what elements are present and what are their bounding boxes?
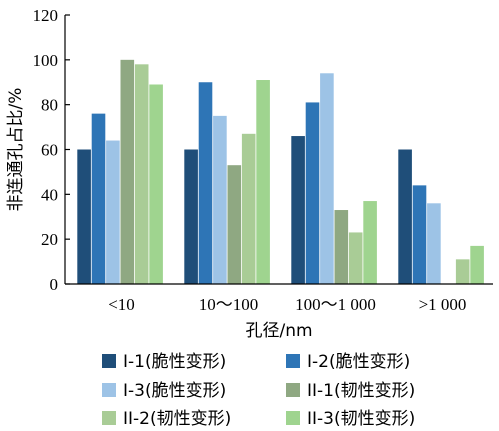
legend-swatch [102, 383, 116, 397]
legend-label: I-3(脆性变形) [123, 381, 226, 401]
y-axis-title: 非连通孔占比/% [6, 88, 26, 212]
bars-group [77, 59, 484, 285]
bar [227, 165, 242, 284]
bar [256, 80, 270, 284]
bar [106, 140, 120, 284]
y-tick-label: 0 [50, 275, 59, 294]
bar [320, 73, 334, 285]
bar [91, 113, 106, 284]
y-ticks: 0 20 40 60 80 100 120 [33, 6, 70, 294]
legend-swatch [102, 411, 116, 425]
bar [134, 64, 149, 284]
legend-swatch [286, 411, 300, 425]
bar [198, 82, 213, 284]
bar [291, 136, 305, 284]
bar [398, 149, 412, 284]
legend-label: II-2(韧性变形) [123, 409, 231, 429]
legend-swatch [102, 354, 116, 368]
bar [348, 232, 363, 284]
bar [412, 185, 427, 284]
legend: I-1(脆性变形) I-2(脆性变形) I-3(脆性变形) II-1(韧性变形) II-… [102, 352, 415, 429]
y-tick-label: 100 [33, 51, 59, 70]
x-tick-label: <10 [108, 295, 135, 314]
x-tick-label: 100～1 000 [295, 295, 376, 314]
y-tick-label: 120 [33, 6, 59, 25]
legend-swatch [286, 383, 300, 397]
bar [455, 259, 470, 284]
bar [77, 149, 91, 284]
x-axis-title: 孔径/nm [245, 321, 312, 341]
bar [470, 245, 484, 284]
legend-swatch [286, 354, 300, 368]
y-tick-label: 20 [41, 230, 58, 249]
bar [149, 84, 163, 284]
bar [213, 115, 227, 284]
y-tick-label: 60 [41, 141, 58, 160]
bar [427, 203, 441, 284]
legend-label: I-1(脆性变形) [123, 352, 226, 372]
x-tick-label: >1 000 [419, 295, 467, 314]
bar [334, 210, 349, 284]
bar [363, 201, 377, 284]
y-tick-label: 40 [41, 185, 58, 204]
legend-label: I-2(脆性变形) [307, 352, 410, 372]
x-tick-labels: <10 10～100 100～1 000 >1 000 [108, 295, 466, 314]
bar [184, 149, 198, 284]
legend-label: II-3(韧性变形) [307, 409, 415, 429]
y-tick-label: 80 [41, 96, 58, 115]
legend-label: II-1(韧性变形) [307, 381, 415, 401]
bar [120, 59, 135, 285]
bar [305, 102, 320, 284]
x-tick-label: 10～100 [199, 295, 259, 314]
bar [241, 133, 256, 284]
